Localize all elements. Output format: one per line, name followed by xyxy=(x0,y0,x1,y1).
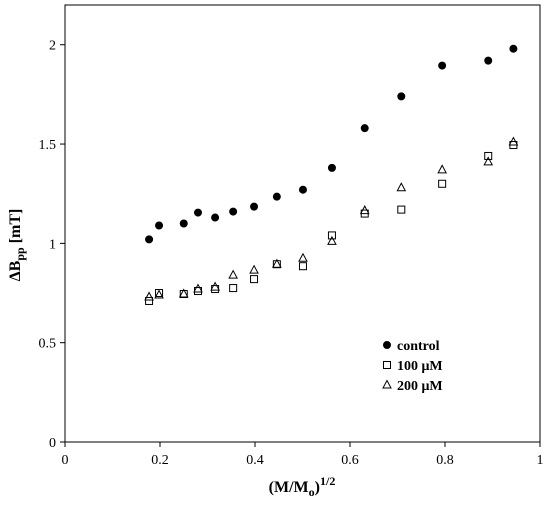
data-point xyxy=(360,124,369,133)
y-tick-label: 1 xyxy=(49,237,56,252)
x-tick-label: 0 xyxy=(62,453,69,468)
data-point xyxy=(483,156,494,166)
y-tick-label: 0 xyxy=(49,436,56,451)
data-point xyxy=(211,213,220,222)
x-tick-label: 1 xyxy=(537,453,544,468)
data-point xyxy=(327,235,337,245)
data-point xyxy=(250,202,259,211)
legend-label: 200 μM xyxy=(397,379,443,394)
data-point xyxy=(210,281,220,291)
data-point xyxy=(298,185,307,194)
data-point xyxy=(229,284,238,293)
plot-frame xyxy=(64,4,541,443)
data-point xyxy=(359,205,370,215)
data-point xyxy=(438,179,447,188)
plot-border xyxy=(64,4,541,443)
legend-marker xyxy=(383,341,391,349)
y-tick-label: 0.5 xyxy=(39,337,57,352)
data-point xyxy=(193,283,203,293)
legend-label: control xyxy=(397,339,440,354)
legend-marker xyxy=(383,361,391,369)
y-axis: 0 0.5 1 1.5 2 xyxy=(39,39,65,451)
data-point xyxy=(397,92,406,101)
data-markers xyxy=(144,44,519,305)
x-axis-title: (M/Mo)1/2 xyxy=(269,474,336,499)
data-point xyxy=(272,258,282,268)
data-point xyxy=(509,44,518,53)
data-point xyxy=(178,288,189,298)
data-point xyxy=(144,291,154,301)
data-point xyxy=(396,182,407,192)
data-point xyxy=(484,56,493,65)
legend: control 100 μM 200 μM xyxy=(382,339,443,394)
data-point xyxy=(508,136,519,146)
data-point xyxy=(437,164,447,174)
series-0 xyxy=(145,44,518,244)
data-point xyxy=(145,235,154,244)
data-point xyxy=(250,275,259,284)
series-2 xyxy=(144,136,519,301)
data-point xyxy=(194,208,202,217)
y-axis-title: ΔBpp [mT] xyxy=(7,209,27,282)
data-point xyxy=(327,231,336,240)
data-point xyxy=(327,163,336,172)
x-tick-label: 0.4 xyxy=(246,453,264,468)
data-point xyxy=(154,289,164,299)
data-point xyxy=(484,151,493,160)
x-axis: 0 0.2 0.4 0.6 0.8 1 xyxy=(62,442,544,468)
x-tick-label: 0.8 xyxy=(436,453,454,468)
data-point xyxy=(272,192,281,201)
legend-marker xyxy=(382,379,392,389)
x-tick-label: 0.6 xyxy=(341,453,359,468)
data-point xyxy=(249,264,259,274)
data-point xyxy=(298,262,307,271)
data-point xyxy=(298,252,308,262)
data-point xyxy=(179,219,188,228)
y-tick-label: 1.5 xyxy=(39,138,57,153)
x-tick-label: 0.2 xyxy=(151,453,169,468)
y-tick-label: 2 xyxy=(49,39,56,54)
data-point xyxy=(155,221,164,230)
data-point xyxy=(229,207,238,216)
data-point xyxy=(397,205,406,214)
legend-label: 100 μM xyxy=(397,359,443,374)
data-point xyxy=(228,269,238,279)
data-point xyxy=(438,61,447,70)
data-point xyxy=(145,296,154,305)
